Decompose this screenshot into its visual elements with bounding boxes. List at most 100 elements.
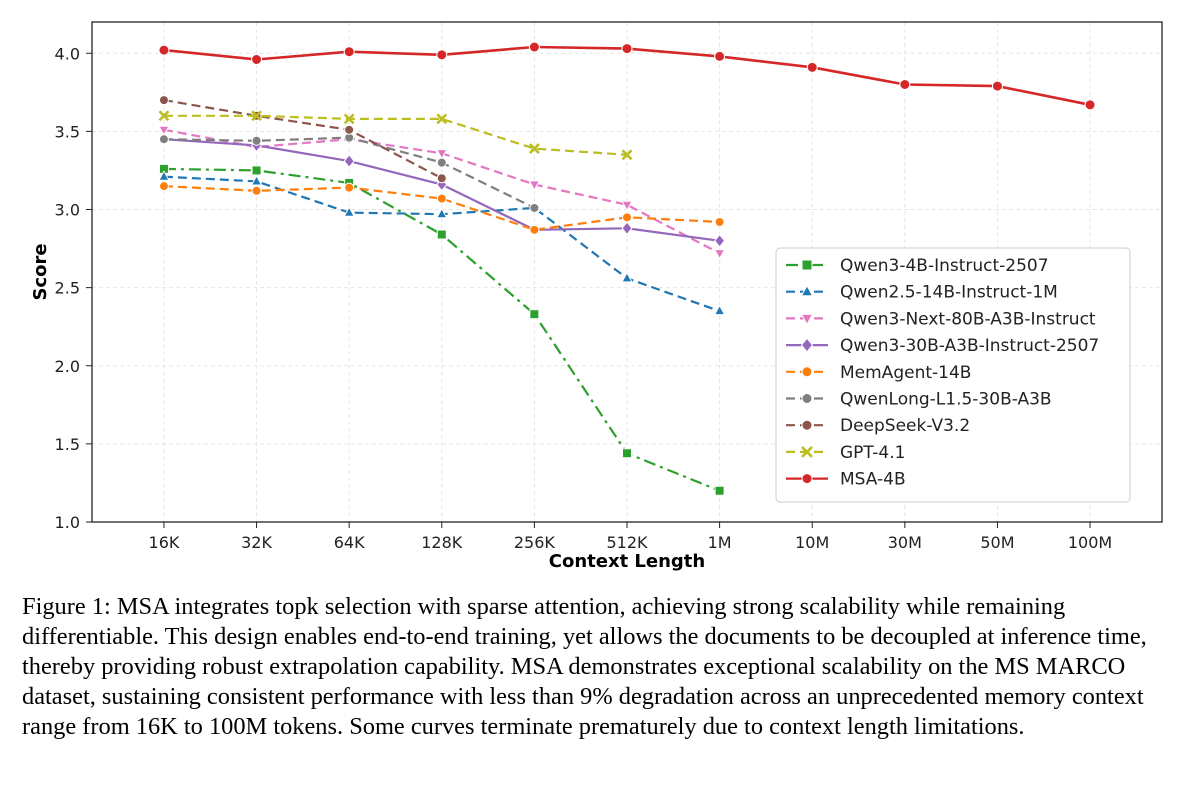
data-point [344,182,355,193]
legend-marker [801,419,813,431]
legend: Qwen3-4B-Instruct-2507 Qwen2.5-14B-Instru… [775,247,1131,503]
series-qwen3-4b-instruct-2507 [158,163,725,496]
legend-marker [800,337,814,353]
series-line-msa-4b [163,45,1091,107]
legend-label: MSA-4B [840,470,906,490]
y-tick-label: 3.5 [55,122,80,141]
line-chart: 16K 32K 64K 128K 256K 512K 1M 10M 30M 50M 100M 1.0… [30,21,1163,572]
data-point [343,154,355,168]
data-point [436,157,447,168]
data-point [158,95,169,106]
data-point [435,149,448,160]
legend-item: MemAgent-14B [786,363,971,383]
legend-marker [801,366,813,378]
series-msa-4b [158,41,1096,111]
legend-label: Qwen3-30B-A3B-Instruct-2507 [840,336,1099,356]
data-point [251,110,262,122]
y-tick-label: 1.5 [55,435,80,454]
data-point [621,200,633,212]
legend-label: Qwen3-Next-80B-A3B-Instruct [840,309,1096,329]
series-line-deepseek-v3-2 [163,99,443,180]
y-tick-label: 1.0 [55,513,80,532]
data-point [621,221,633,236]
data-point [621,271,633,283]
legend-label: QwenLong-L1.5-30B-A3B [840,390,1052,410]
data-point [528,41,540,53]
legend-item: Qwen3-30B-A3B-Instruct-2507 [786,336,1099,356]
series-layer [158,41,1096,496]
y-tick-label: 2.0 [55,357,80,376]
legend-item: QwenLong-L1.5-30B-A3B [786,390,1052,410]
series-deepseek-v3-2 [158,95,447,184]
data-point [806,61,818,73]
data-point [158,44,170,56]
series-line-gpt-4-1 [163,114,628,156]
data-point [714,233,726,248]
legend-item: GPT-4.1 [786,443,905,463]
data-point [158,181,169,192]
data-point [343,206,355,217]
x-tick-label: 32K [241,533,272,552]
data-point [436,49,448,61]
x-tick-label: 128K [421,533,463,552]
data-point [343,113,355,125]
legend-marker [801,393,813,404]
data-point [528,180,541,191]
legend-label: MemAgent-14B [840,363,971,383]
y-tick-label: 2.5 [55,279,80,298]
data-point [528,143,540,154]
data-point [529,202,540,213]
data-point [158,134,169,145]
x-axis: 16K 32K 64K 128K 256K 512K 1M 10M 30M 50M 100M [149,522,1112,552]
data-point [251,185,262,196]
data-point [251,165,262,176]
data-point [622,448,632,459]
data-point [713,249,726,260]
data-point [529,224,540,235]
data-point [158,125,170,137]
data-point [714,485,725,496]
series-memagent-14b [158,181,725,235]
x-tick-label: 100M [1068,533,1112,552]
legend-marker [801,445,813,458]
data-point [1084,99,1096,111]
y-axis-label: Score [30,243,51,300]
legend-item: Qwen2.5-14B-Instruct-1M [786,283,1058,303]
legend-marker [800,284,814,297]
figure-caption: Figure 1: MSA integrates topk selection … [22,592,1182,742]
x-tick-label: 30M [888,533,922,552]
legend-item: MSA-4B [786,470,906,490]
y-tick-label: 3.0 [55,201,80,220]
x-tick-label: 1M [708,533,732,552]
legend-marker [801,259,813,271]
data-point [435,207,448,219]
legend-item: Qwen3-Next-80B-A3B-Instruct [786,309,1096,329]
data-point [899,79,911,90]
y-axis: 1.0 1.5 2.0 2.5 3.0 3.5 4.0 [55,44,92,532]
legend-label: Qwen2.5-14B-Instruct-1M [840,283,1058,303]
data-point [343,46,355,58]
legend-label: GPT-4.1 [840,443,905,463]
data-point [713,304,726,316]
legend-marker [801,473,813,485]
x-axis-label: Context Length [549,551,705,572]
legend-item: Qwen3-4B-Instruct-2507 [786,256,1049,276]
data-point [622,212,632,223]
legend-label: DeepSeek-V3.2 [840,416,970,436]
data-point [158,170,170,181]
caption-label: Figure 1: [22,593,111,620]
x-tick-label: 10M [795,533,829,552]
y-tick-label: 4.0 [55,44,80,63]
data-point [714,217,725,227]
x-tick-label: 512K [606,533,648,552]
legend-marker [800,313,814,326]
data-point [436,193,447,204]
data-point [714,50,726,62]
data-point [250,174,263,186]
data-point [991,80,1003,92]
data-point [251,54,263,65]
data-point [621,43,633,55]
caption-text: MSA integrates topk selection with spars… [22,593,1147,740]
data-point [529,309,540,320]
legend-label: Qwen3-4B-Instruct-2507 [840,256,1049,276]
